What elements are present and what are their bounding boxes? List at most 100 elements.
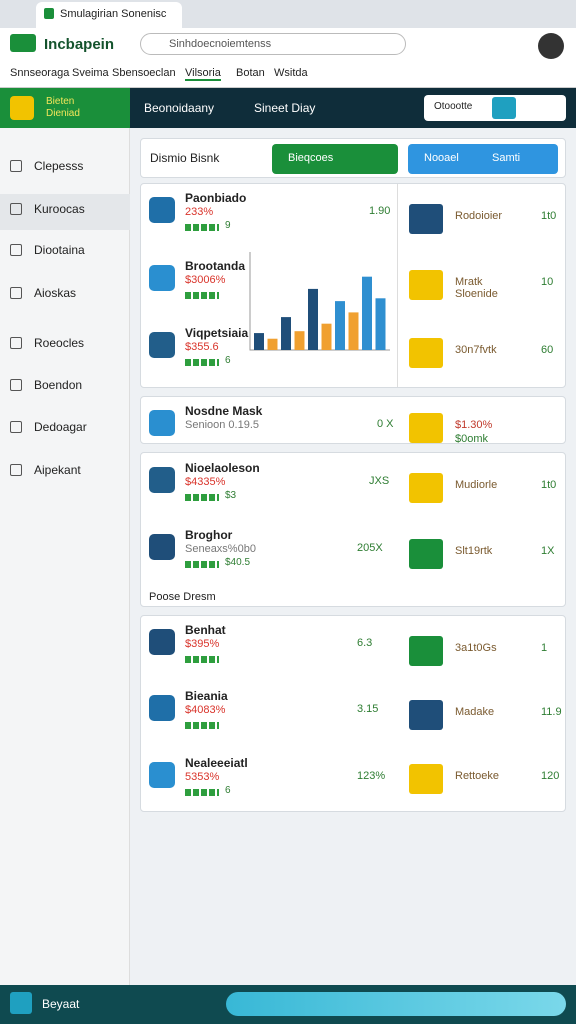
item-price: $3006% [185, 274, 226, 286]
side-value: 1 [541, 642, 548, 654]
sidebar-icon [10, 464, 22, 476]
side-name: Mudiorle [455, 479, 498, 491]
item-price: Seneaxs%0b0 [185, 543, 256, 555]
sidebar-icon [10, 160, 22, 172]
item-name[interactable]: Broghor [185, 528, 233, 542]
item-name[interactable]: Viqpetsiaia [185, 326, 249, 340]
bar [375, 298, 386, 350]
search[interactable]: Sinhdoecnoiemtenss [140, 33, 406, 55]
bar [308, 288, 318, 350]
nav-tab[interactable]: Sbensoeclan [112, 67, 176, 79]
brand-icon [10, 96, 34, 120]
item-note: 9 [225, 220, 231, 231]
side-name: Rodoioier [455, 210, 503, 222]
button-label[interactable]: Samti [492, 152, 521, 164]
item-name[interactable]: Bieania [185, 689, 228, 703]
item-price: $395% [185, 638, 220, 650]
item-value: 3.15 [357, 703, 379, 715]
app-name: Incbapein [44, 36, 115, 53]
item-name[interactable]: Brootanda [185, 259, 245, 273]
side-icon [409, 413, 443, 443]
side-name: $1.30% [455, 419, 493, 431]
nav-tab[interactable]: Snnseoraga [10, 67, 70, 79]
nav-tab[interactable]: Botan [236, 67, 265, 79]
bar [335, 301, 345, 350]
sidebar-item[interactable]: Kuroocas [34, 202, 85, 216]
sidebar-item[interactable]: Aioskas [34, 286, 77, 300]
rating [185, 656, 219, 663]
side-icon [409, 636, 443, 666]
main-title: Dismio Bisnk [150, 151, 220, 165]
rating [185, 789, 219, 796]
item-name[interactable]: Nosdne Mask [185, 404, 263, 418]
toolbar-btn[interactable] [492, 97, 516, 119]
panel-footer[interactable]: Poose Dresm [149, 591, 216, 603]
tab-icon [44, 8, 54, 19]
item-icon [149, 629, 175, 655]
item-icon [149, 534, 175, 560]
button[interactable] [408, 144, 558, 174]
sidebar-item[interactable]: Clepesss [34, 159, 84, 173]
sidebar-icon [10, 287, 22, 299]
tab[interactable]: Smulagirian Sonenisc [36, 2, 182, 28]
item-value: 0 X [377, 418, 394, 430]
chart [249, 252, 390, 351]
item-price: 233% [185, 206, 214, 218]
panel: Nioelaoleson $4335% $3 JXS Broghor Seneaxs%0b… [140, 452, 566, 607]
item-icon [149, 762, 175, 788]
item-name[interactable]: Nioelaoleson [185, 461, 260, 475]
nav-tab[interactable]: Wsitda [274, 67, 308, 79]
rating [185, 224, 219, 231]
nav-tab[interactable]: Vilsoria [185, 67, 221, 81]
side-icon [409, 270, 443, 300]
item-name[interactable]: Benhat [185, 623, 226, 637]
side-value: 1X [541, 545, 555, 557]
button-label[interactable]: Nooael [424, 152, 459, 164]
footer-label[interactable]: Beyaat [42, 997, 80, 1011]
item-value: 123% [357, 770, 386, 782]
item-note: 6 [225, 355, 231, 366]
item-name[interactable]: Paonbiado [185, 191, 247, 205]
sidebar-item[interactable]: Dedoagar [34, 420, 87, 434]
toolbar-link[interactable]: Beonoidaany [144, 101, 215, 115]
side-value: 11.9 [541, 706, 562, 718]
bar [281, 317, 291, 350]
item-icon [149, 467, 175, 493]
rating [185, 494, 219, 501]
brand[interactable]: Bieten Dieniad [46, 96, 80, 119]
rating [185, 722, 219, 729]
side-name: 3a1t0Gs [455, 642, 497, 654]
avatar [538, 33, 564, 59]
rating [185, 359, 219, 366]
button[interactable]: Bieqcoes [272, 144, 398, 174]
side-icon [409, 764, 443, 794]
sidebar-icon [10, 337, 22, 349]
side-value: $0omk [455, 433, 489, 445]
side-icon [409, 338, 443, 368]
side-name: Madake [455, 706, 495, 718]
item-price: $4083% [185, 704, 226, 716]
sidebar-item[interactable]: Roeocles [34, 336, 85, 350]
sidebar-item[interactable]: Diootaina [34, 243, 85, 257]
sidebar-item[interactable]: Aipekant [34, 463, 81, 477]
sidebar-item[interactable]: Boendon [34, 378, 83, 392]
side-icon [409, 204, 443, 234]
toolbar-link[interactable]: Sineet Diay [254, 101, 316, 115]
item-icon [149, 265, 175, 291]
item-value: 205X [357, 542, 383, 554]
nav-tab[interactable]: Sveima [72, 67, 109, 79]
item-price: $4335% [185, 476, 226, 488]
bar [362, 276, 372, 350]
item-price: Senioon 0.19.5 [185, 419, 260, 431]
item-name[interactable]: Nealeeeiatl [185, 756, 248, 770]
item-price: $355.6 [185, 341, 219, 353]
footer-progress[interactable] [226, 992, 566, 1016]
side-name: Mratk Sloenide [455, 276, 498, 300]
side-icon [409, 700, 443, 730]
item-note: $3 [225, 490, 237, 501]
sidebar-icon [10, 379, 22, 391]
bar [321, 323, 332, 350]
side-icon [409, 539, 443, 569]
item-icon [149, 332, 175, 358]
